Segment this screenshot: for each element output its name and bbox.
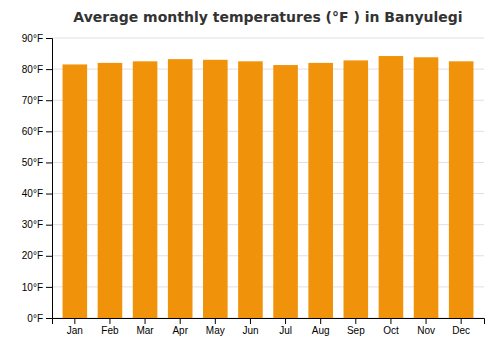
y-tick: 70°F bbox=[22, 95, 52, 106]
y-tick: 80°F bbox=[22, 64, 52, 75]
x-tick: Oct bbox=[383, 318, 399, 336]
tick-label: 20°F bbox=[22, 250, 43, 261]
title: Average monthly temperatures (°F ) in Ba… bbox=[73, 9, 462, 25]
tick-mark bbox=[46, 318, 52, 319]
y-tick: 0°F bbox=[27, 313, 52, 324]
tick-label: May bbox=[206, 325, 225, 336]
tick-label: Jan bbox=[67, 325, 83, 336]
tick-label: 60°F bbox=[22, 126, 43, 137]
bar bbox=[449, 61, 474, 318]
tick-label: 30°F bbox=[22, 219, 43, 230]
x-tick: May bbox=[206, 318, 225, 336]
tick-mark bbox=[46, 100, 52, 101]
bar bbox=[308, 63, 333, 318]
tick-mark bbox=[250, 318, 251, 324]
bar bbox=[238, 61, 263, 318]
tick-mark bbox=[355, 318, 356, 324]
tick-label: 70°F bbox=[22, 95, 43, 106]
x-tick: Apr bbox=[172, 318, 188, 336]
tick-mark bbox=[46, 194, 52, 195]
bar bbox=[98, 63, 123, 318]
x-axis: Jan Feb Mar Apr May Jun Jul Aug Sep Oct Nov Dec bbox=[53, 318, 485, 336]
tick-mark bbox=[46, 162, 52, 163]
y-tick: 40°F bbox=[22, 188, 52, 199]
chart: 0°F 10°F 20°F 30°F 40°F 50°F 60°F 70°F 80°F 90°F J… bbox=[0, 0, 500, 350]
grid-line bbox=[52, 38, 484, 39]
tick-mark bbox=[390, 318, 391, 324]
x-tick: Dec bbox=[452, 318, 470, 336]
y-tick: 10°F bbox=[22, 282, 52, 293]
tick-mark bbox=[285, 318, 286, 324]
bar bbox=[203, 60, 228, 318]
tick-mark bbox=[46, 256, 52, 257]
tick-label: 40°F bbox=[22, 188, 43, 199]
tick-mark bbox=[74, 318, 75, 324]
y-tick: 30°F bbox=[22, 219, 52, 230]
bar bbox=[63, 64, 88, 318]
tick-label: Jun bbox=[242, 325, 258, 336]
x-tick: Jul bbox=[279, 318, 292, 336]
tick-label: Dec bbox=[452, 325, 470, 336]
tick-label: Sep bbox=[347, 325, 365, 336]
tick-mark bbox=[46, 38, 52, 39]
bar bbox=[379, 56, 404, 318]
tick-mark bbox=[46, 225, 52, 226]
bars bbox=[63, 56, 474, 318]
bar bbox=[168, 59, 193, 318]
bar bbox=[414, 57, 439, 318]
tick-mark bbox=[215, 318, 216, 324]
y-tick: 50°F bbox=[22, 157, 52, 168]
bar bbox=[273, 65, 298, 318]
tick-label: Nov bbox=[417, 325, 435, 336]
axis-line bbox=[53, 319, 485, 325]
tick-label: Oct bbox=[383, 325, 399, 336]
tick-label: 0°F bbox=[27, 313, 43, 324]
tick-label: 80°F bbox=[22, 64, 43, 75]
x-tick: Jun bbox=[242, 318, 258, 336]
tick-mark bbox=[320, 318, 321, 324]
y-axis: 0°F 10°F 20°F 30°F 40°F 50°F 60°F 70°F 80°F 90°F bbox=[22, 33, 53, 324]
bar bbox=[344, 60, 369, 318]
tick-mark bbox=[180, 318, 181, 324]
y-tick: 90°F bbox=[22, 33, 52, 44]
bar bbox=[133, 61, 158, 318]
tick-label: Mar bbox=[136, 325, 154, 336]
tick-mark bbox=[109, 318, 110, 324]
tick-mark bbox=[46, 287, 52, 288]
tick-mark bbox=[46, 131, 52, 132]
tick-label: 50°F bbox=[22, 157, 43, 168]
x-tick: Aug bbox=[312, 318, 330, 336]
tick-label: 90°F bbox=[22, 33, 43, 44]
x-tick: Sep bbox=[347, 318, 365, 336]
tick-mark bbox=[426, 318, 427, 324]
plot: 0°F 10°F 20°F 30°F 40°F 50°F 60°F 70°F 80°F 90°F J… bbox=[22, 33, 485, 336]
axis-line bbox=[46, 39, 53, 319]
y-tick: 60°F bbox=[22, 126, 52, 137]
x-tick: Nov bbox=[417, 318, 435, 336]
tick-label: 10°F bbox=[22, 282, 43, 293]
x-tick: Jan bbox=[67, 318, 83, 336]
y-tick: 20°F bbox=[22, 250, 52, 261]
x-tick: Mar bbox=[136, 318, 154, 336]
tick-label: Apr bbox=[172, 325, 188, 336]
tick-label: Aug bbox=[312, 325, 330, 336]
tick-label: Feb bbox=[101, 325, 119, 336]
tick-mark bbox=[46, 69, 52, 70]
grid bbox=[52, 38, 484, 318]
x-tick: Feb bbox=[101, 318, 119, 336]
tick-mark bbox=[145, 318, 146, 324]
tick-label: Jul bbox=[279, 325, 292, 336]
tick-mark bbox=[461, 318, 462, 324]
